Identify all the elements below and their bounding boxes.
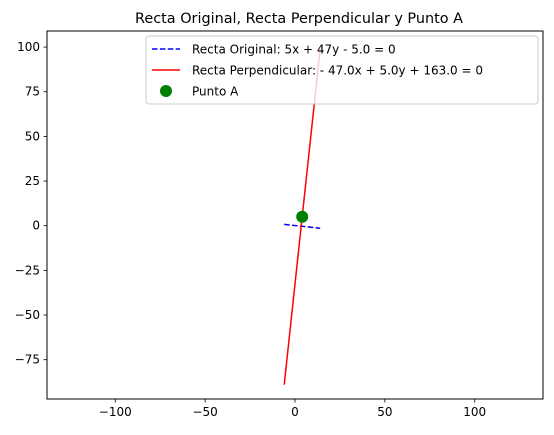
legend-marker-point-a bbox=[160, 85, 172, 97]
x-tick-label: 100 bbox=[463, 405, 486, 419]
x-axis: −100 −50 0 50 100 bbox=[99, 399, 486, 419]
y-tick-label: −25 bbox=[15, 263, 40, 277]
y-tick-label: 50 bbox=[25, 129, 40, 143]
x-tick-label: −50 bbox=[192, 405, 217, 419]
y-tick-label: −75 bbox=[15, 353, 40, 367]
legend-label: Punto A bbox=[192, 85, 239, 99]
x-tick-label: 50 bbox=[377, 405, 392, 419]
legend: Recta Original: 5x + 47y - 5.0 = 0 Recta … bbox=[145, 35, 539, 105]
plot-area bbox=[283, 48, 321, 385]
point-a-marker bbox=[296, 210, 309, 223]
y-tick-label: −50 bbox=[15, 308, 40, 322]
original-line bbox=[284, 223, 321, 229]
legend-label: Recta Perpendicular: - 47.0x + 5.0y + 16… bbox=[192, 64, 483, 78]
y-tick-label: 0 bbox=[32, 219, 40, 233]
x-tick-label: −100 bbox=[99, 405, 132, 419]
legend-label: Recta Original: 5x + 47y - 5.0 = 0 bbox=[192, 43, 396, 57]
y-axis: −75 −50 −25 0 25 50 75 100 bbox=[15, 40, 47, 367]
x-tick-label: 0 bbox=[291, 405, 299, 419]
y-tick-label: 100 bbox=[17, 40, 40, 54]
y-tick-label: 75 bbox=[25, 85, 40, 99]
chart-title: Recta Original, Recta Perpendicular y Pu… bbox=[135, 11, 463, 27]
y-tick-label: 25 bbox=[25, 174, 40, 188]
legend-box bbox=[145, 35, 539, 105]
